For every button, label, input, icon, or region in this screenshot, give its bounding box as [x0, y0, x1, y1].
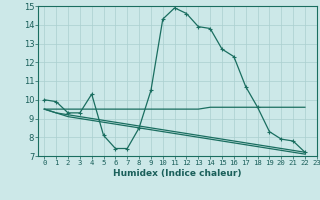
X-axis label: Humidex (Indice chaleur): Humidex (Indice chaleur): [113, 169, 242, 178]
